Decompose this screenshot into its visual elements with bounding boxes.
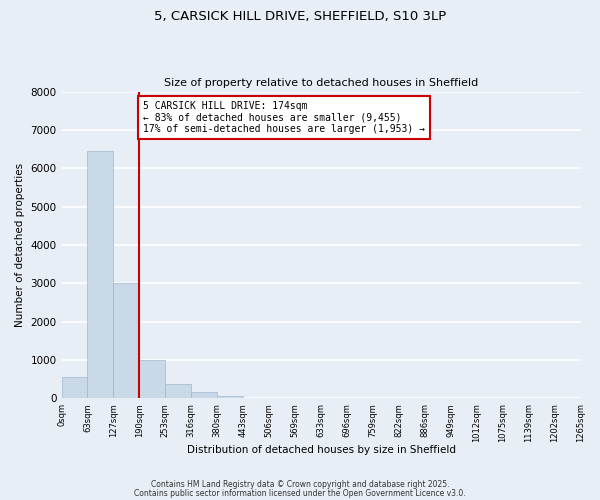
Text: 5 CARSICK HILL DRIVE: 174sqm
← 83% of detached houses are smaller (9,455)
17% of: 5 CARSICK HILL DRIVE: 174sqm ← 83% of de… [143,101,425,134]
Bar [139,360,166,399]
Title: Size of property relative to detached houses in Sheffield: Size of property relative to detached ho… [164,78,478,88]
Bar [166,384,191,398]
Text: 5, CARSICK HILL DRIVE, SHEFFIELD, S10 3LP: 5, CARSICK HILL DRIVE, SHEFFIELD, S10 3L… [154,10,446,23]
X-axis label: Distribution of detached houses by size in Sheffield: Distribution of detached houses by size … [187,445,455,455]
Bar [88,151,113,398]
Text: Contains public sector information licensed under the Open Government Licence v3: Contains public sector information licen… [134,488,466,498]
Text: Contains HM Land Registry data © Crown copyright and database right 2025.: Contains HM Land Registry data © Crown c… [151,480,449,489]
Y-axis label: Number of detached properties: Number of detached properties [15,163,25,327]
Bar [113,284,139,399]
Bar [191,392,217,398]
Bar [62,378,88,398]
Bar [217,396,243,398]
